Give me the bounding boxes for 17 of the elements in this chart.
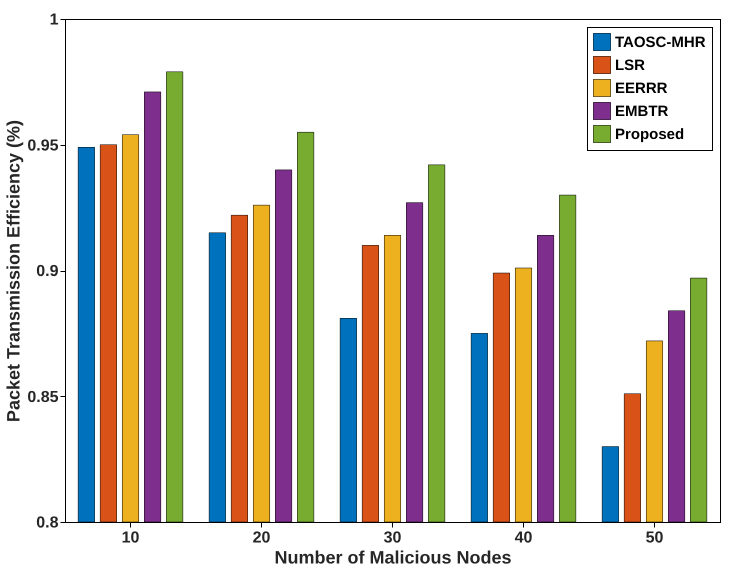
y-tick-label: 0.8 xyxy=(36,514,59,532)
x-tick-label: 20 xyxy=(252,530,270,546)
x-tick-label: 40 xyxy=(514,530,532,546)
x-axis-title: Number of Malicious Nodes xyxy=(274,548,512,568)
legend-label: TAOSC-MHR xyxy=(615,34,706,51)
y-tick-label: 1 xyxy=(50,12,59,28)
y-axis-title: Packet Transmission Efficiency (%) xyxy=(3,120,24,422)
x-tick-label: 30 xyxy=(384,530,402,546)
legend-label: EMBTR xyxy=(615,103,668,120)
legend-label: Proposed xyxy=(615,126,684,143)
y-tick-label: 0.85 xyxy=(27,388,59,406)
legend-label: EERRR xyxy=(615,80,668,97)
x-tick-label: 10 xyxy=(122,530,140,546)
legend-label: LSR xyxy=(615,57,646,74)
y-tick-label: 0.9 xyxy=(36,263,59,280)
y-tick-label: 0.95 xyxy=(27,137,59,154)
x-tick-label: 50 xyxy=(646,530,664,546)
